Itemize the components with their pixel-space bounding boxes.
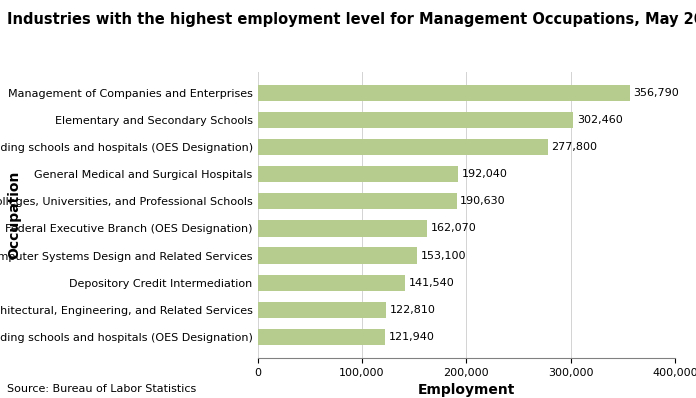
Text: 153,100: 153,100 [421, 251, 466, 261]
Text: 192,040: 192,040 [461, 169, 507, 179]
Text: 277,800: 277,800 [551, 142, 597, 152]
Bar [258, 275, 405, 291]
Text: 190,630: 190,630 [460, 196, 506, 206]
Bar [258, 248, 418, 264]
Text: 121,940: 121,940 [388, 332, 434, 342]
Bar [258, 85, 630, 101]
Text: 162,070: 162,070 [430, 224, 476, 234]
Text: 356,790: 356,790 [633, 88, 679, 98]
Bar [258, 139, 548, 155]
Text: 122,810: 122,810 [389, 305, 435, 315]
Bar [258, 329, 385, 345]
Bar [258, 220, 427, 237]
Text: 302,460: 302,460 [577, 115, 623, 125]
X-axis label: Employment: Employment [418, 384, 515, 398]
Text: Occupation: Occupation [7, 171, 21, 259]
Bar [258, 166, 458, 182]
Text: Industries with the highest employment level for Management Occupations, May 201: Industries with the highest employment l… [7, 12, 696, 27]
Bar [258, 302, 386, 318]
Bar [258, 193, 457, 209]
Text: Source: Bureau of Labor Statistics: Source: Bureau of Labor Statistics [7, 384, 196, 394]
Text: 141,540: 141,540 [409, 278, 454, 288]
Bar [258, 112, 574, 128]
